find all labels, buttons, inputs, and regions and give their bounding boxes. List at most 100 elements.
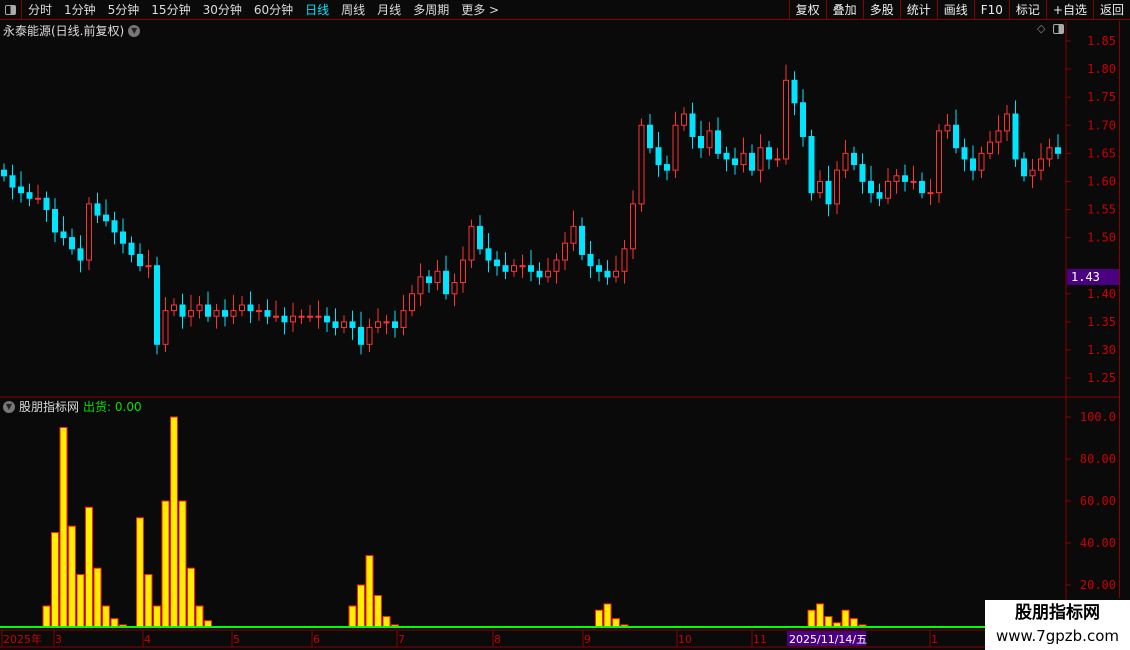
period-tab[interactable]: 30分钟 (202, 3, 242, 17)
period-tab[interactable]: 周线 (341, 3, 366, 17)
candle-body (757, 147, 764, 171)
candle-body (817, 180, 823, 194)
price-tick-label: 1.50 (1087, 231, 1116, 245)
chevron-down-icon[interactable]: ▼ (128, 24, 141, 37)
right-side-panel[interactable] (1119, 21, 1130, 598)
price-tick-label: 1.60 (1087, 174, 1116, 188)
indicator-bar (374, 595, 382, 628)
candle-body (511, 265, 517, 272)
time-label: 4 (144, 633, 151, 646)
toolbar-button[interactable]: +自选 (1045, 0, 1093, 20)
toolbar-button[interactable]: 多股 (862, 0, 900, 20)
indicator-bar (807, 609, 816, 628)
period-tab[interactable]: 分时 (28, 3, 53, 17)
toolbar-button[interactable]: 标记 (1008, 0, 1046, 20)
candle-body (120, 231, 126, 244)
toolbar-button[interactable]: 画线 (936, 0, 974, 20)
candle-body (1046, 147, 1053, 160)
candle-body (808, 135, 815, 194)
candle-body (247, 304, 254, 312)
price-tick-label: 1.65 (1087, 146, 1116, 160)
candle-body (1021, 158, 1027, 177)
candle-body (290, 315, 296, 323)
candle-body (324, 315, 330, 323)
time-label: 8 (494, 633, 501, 646)
period-tab[interactable]: 更多 > (461, 3, 500, 17)
price-tick-label: 1.75 (1087, 90, 1116, 104)
candle-body (910, 180, 917, 183)
candle-body (273, 315, 279, 318)
candle-body (307, 315, 313, 318)
candle-body (179, 304, 186, 317)
period-tab[interactable]: 多周期 (413, 3, 450, 17)
candle-body (723, 152, 730, 160)
toolbar-button[interactable]: 复权 (788, 0, 826, 20)
candle-body (426, 276, 432, 284)
indicator-tick-label: 80.00 (1080, 452, 1116, 466)
candle-body (927, 192, 934, 195)
period-tab[interactable]: 15分钟 (151, 3, 191, 17)
candle-body (383, 321, 390, 324)
period-tab[interactable]: 月线 (377, 3, 402, 17)
candle-body (562, 242, 568, 261)
candle-body (171, 304, 177, 312)
indicator-tick-label: 20.00 (1080, 578, 1116, 592)
candle-body (919, 180, 925, 194)
toolbar-button[interactable]: 返回 (1092, 0, 1130, 20)
candle-body (638, 124, 645, 205)
indicator-bar (612, 618, 620, 628)
candle-body (783, 79, 789, 160)
toolbar-button[interactable]: 统计 (899, 0, 937, 20)
price-tick-label: 1.35 (1087, 315, 1116, 329)
stock-title[interactable]: 永泰能源(日线.前复权) ▼ (3, 22, 141, 39)
indicator-bar (195, 605, 204, 628)
candle-body (825, 180, 832, 205)
indicator-bar (595, 609, 603, 628)
diamond-icon[interactable]: ◇ (1037, 22, 1046, 35)
candle-body (485, 248, 492, 261)
candle-body (800, 102, 806, 137)
candle-body (698, 135, 704, 149)
toolbar-button[interactable]: F10 (973, 0, 1009, 20)
candle-body (1038, 158, 1044, 171)
candle-body (468, 225, 475, 261)
candle-body (281, 315, 288, 323)
time-label: 6 (313, 633, 320, 646)
candle-body (647, 124, 653, 149)
candle-body (791, 79, 798, 104)
period-tab[interactable]: 日线 (305, 3, 330, 17)
candle-body (740, 152, 747, 166)
candle-body (477, 225, 483, 250)
candle-body (18, 186, 24, 194)
candle-body (341, 321, 347, 328)
indicator-bar (85, 506, 93, 628)
candle-body (94, 203, 101, 216)
candle-body (545, 270, 551, 278)
candle-body (86, 203, 92, 261)
candle-body (672, 124, 679, 171)
candle-body (1004, 113, 1010, 132)
sidebar-toggle-button[interactable] (0, 0, 22, 20)
candle-body (851, 152, 857, 166)
time-label: 9 (584, 633, 591, 646)
panel-toggle-icon[interactable] (1053, 24, 1064, 34)
candle-body (239, 304, 245, 312)
candle-body (43, 197, 50, 211)
toolbar-button[interactable]: 叠加 (825, 0, 863, 20)
indicator-bar (68, 525, 76, 628)
panel-icon (5, 4, 16, 15)
price-tick-label: 1.25 (1087, 371, 1116, 385)
price-tick-label: 1.30 (1087, 343, 1116, 357)
period-tab[interactable]: 5分钟 (107, 3, 140, 17)
candle-body (587, 253, 594, 267)
chevron-down-icon[interactable]: ▼ (3, 400, 15, 413)
indicator-bar (365, 555, 374, 628)
candle-body (375, 321, 381, 328)
period-tab[interactable]: 60分钟 (253, 3, 294, 17)
candle-body (145, 265, 152, 268)
period-tab[interactable]: 1分钟 (64, 3, 96, 17)
time-label: 1 (931, 633, 938, 646)
time-label: 11 (753, 633, 767, 646)
candle-body (1055, 147, 1061, 154)
